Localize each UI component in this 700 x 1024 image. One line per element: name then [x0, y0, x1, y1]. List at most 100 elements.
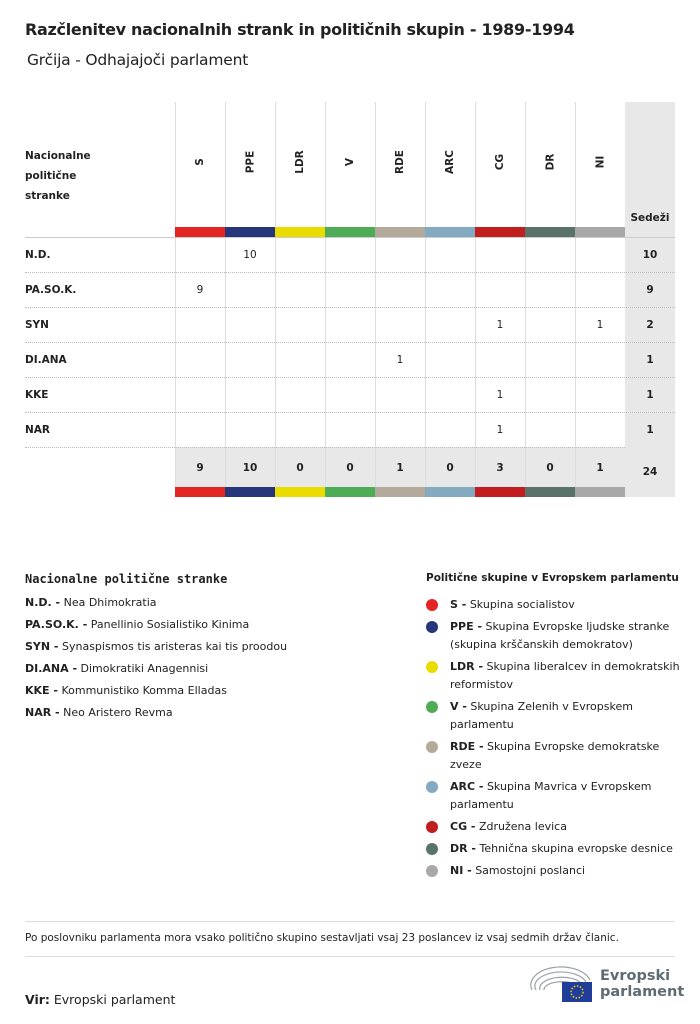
column-header-rde: RDE [375, 142, 425, 182]
color-dot-icon [426, 621, 438, 633]
column-divider [425, 102, 426, 497]
column-header-label: CG [493, 153, 506, 171]
color-dot-icon [426, 661, 438, 673]
table-row: SYN 1 1 2 [25, 307, 675, 342]
legend-name: Samostojni poslanci [475, 864, 586, 877]
column-header-v: V [325, 142, 375, 182]
group-color-bar-dr [525, 227, 575, 237]
legend-group-item: LDR - Skupina liberalcev in demokratskih… [426, 658, 686, 694]
party-code: N.D. [25, 249, 51, 261]
group-color-bar-arc [425, 227, 475, 237]
legend-group-item: CG - Združena levica [426, 818, 686, 836]
column-header-label: LDR [294, 150, 306, 174]
legend-code: PPE - [450, 620, 483, 633]
column-divider [175, 102, 176, 497]
legend-code: CG - [450, 820, 476, 833]
legend-name: Skupina Zelenih v Evropskem parlamentu [450, 700, 633, 731]
legend-name: Skupina socialistov [469, 598, 575, 611]
group-color-bar-bottom-ppe [225, 487, 275, 497]
legend-code: DI.ANA - [25, 662, 78, 675]
group-total: 1 [596, 462, 604, 474]
row-total-seats: 2 [646, 319, 654, 331]
divider [25, 447, 175, 448]
group-color-bar-rde [375, 227, 425, 237]
source: Vir: Evropski parlament [25, 992, 175, 1007]
group-total: 9 [196, 462, 204, 474]
column-header-ppe: PPE [225, 142, 275, 182]
group-total: 1 [396, 462, 404, 474]
column-divider [225, 102, 226, 497]
source-value: Evropski parlament [53, 992, 176, 1007]
column-header-label: S [194, 158, 206, 166]
legend-code: NI - [450, 864, 472, 877]
legend-group-item: DR - Tehnična skupina evropske desnice [426, 840, 686, 858]
grand-total: 24 [642, 466, 658, 478]
legend-name: Nea Dhimokratia [63, 596, 157, 609]
group-color-bar-bottom-dr [525, 487, 575, 497]
legend-group-item: ARC - Skupina Mavrica v Evropskem parlam… [426, 778, 686, 814]
legend-code: SYN - [25, 640, 59, 653]
legend-name: Skupina Evropske demokratske zveze [450, 740, 660, 771]
party-code: DI.ANA [25, 354, 67, 366]
column-divider [575, 102, 576, 497]
legend-code: V - [450, 700, 467, 713]
color-dot-icon [426, 701, 438, 713]
legend-code: S - [450, 598, 467, 611]
column-header-s: S [175, 142, 225, 182]
legend-name: Dimokratiki Anagennisi [80, 662, 209, 675]
column-header-cg: CG [475, 142, 525, 182]
color-dot-icon [426, 821, 438, 833]
table-row: N.D. 10 10 [25, 237, 675, 272]
seat-count: 1 [596, 319, 604, 331]
column-header-ldr: LDR [275, 142, 325, 182]
group-total: 0 [296, 462, 304, 474]
party-code: PA.SO.K. [25, 284, 77, 296]
legend-code: ARC - [450, 780, 484, 793]
legend-name: Skupina Mavrica v Evropskem parlamentu [450, 780, 652, 811]
legend-code: KKE - [25, 684, 58, 697]
column-header-label: RDE [393, 150, 406, 174]
color-dot-icon [426, 865, 438, 877]
row-total-seats: 10 [642, 249, 658, 261]
column-header-label: PPE [243, 150, 256, 174]
page-title: Razčlenitev nacionalnih strank in politi… [25, 20, 575, 39]
legend-name: Skupina Evropske ljudske stranke (skupin… [450, 620, 670, 651]
group-total: 3 [496, 462, 504, 474]
legend-group-item: S - Skupina socialistov [426, 596, 686, 614]
seat-count: 1 [396, 354, 404, 366]
legend-name: Skupina liberalcev in demokratskih refor… [450, 660, 680, 691]
seats-header: Sedeži [630, 212, 670, 224]
logo-line1: Evropski [600, 968, 671, 984]
party-code: SYN [25, 319, 49, 331]
color-dot-icon [426, 741, 438, 753]
seats-column-bg [625, 102, 675, 497]
group-color-bar-bottom-s [175, 487, 225, 497]
page-subtitle: Grčija - Odhajajoči parlament [27, 51, 249, 69]
group-color-bar-bottom-v [325, 487, 375, 497]
group-color-bar-bottom-arc [425, 487, 475, 497]
column-divider [375, 102, 376, 497]
color-dot-icon [426, 843, 438, 855]
legend-name: Združena levica [479, 820, 567, 833]
legend-code: NAR - [25, 706, 60, 719]
column-header-arc: ARC [425, 142, 475, 182]
totals-row: 9 10 0 0 1 0 3 0 1 [175, 447, 625, 487]
legend-party-item: PA.SO.K. - Panellinio Sosialistiko Kinim… [25, 618, 287, 640]
seat-count: 1 [496, 319, 504, 331]
group-color-bar-ni [575, 227, 625, 237]
column-divider [475, 102, 476, 497]
color-dot-icon [426, 781, 438, 793]
column-header-label: DR [544, 153, 556, 171]
group-color-bar-ppe [225, 227, 275, 237]
column-header-label: NI [593, 155, 606, 169]
legend-parties-title: Nacionalne politične stranke [25, 572, 228, 586]
column-divider [525, 102, 526, 497]
group-color-bar-bottom-ni [575, 487, 625, 497]
column-header-ni: NI [575, 142, 625, 182]
seat-count: 1 [496, 424, 504, 436]
legend-name: Panellinio Sosialistiko Kinima [90, 618, 250, 631]
legend-parties: Nacionalne politične stranke N.D. - Nea … [25, 572, 287, 728]
legend-name: Neo Aristero Revma [63, 706, 173, 719]
legend-group-item: NI - Samostojni poslanci [426, 862, 686, 880]
row-total-seats: 1 [646, 354, 654, 366]
